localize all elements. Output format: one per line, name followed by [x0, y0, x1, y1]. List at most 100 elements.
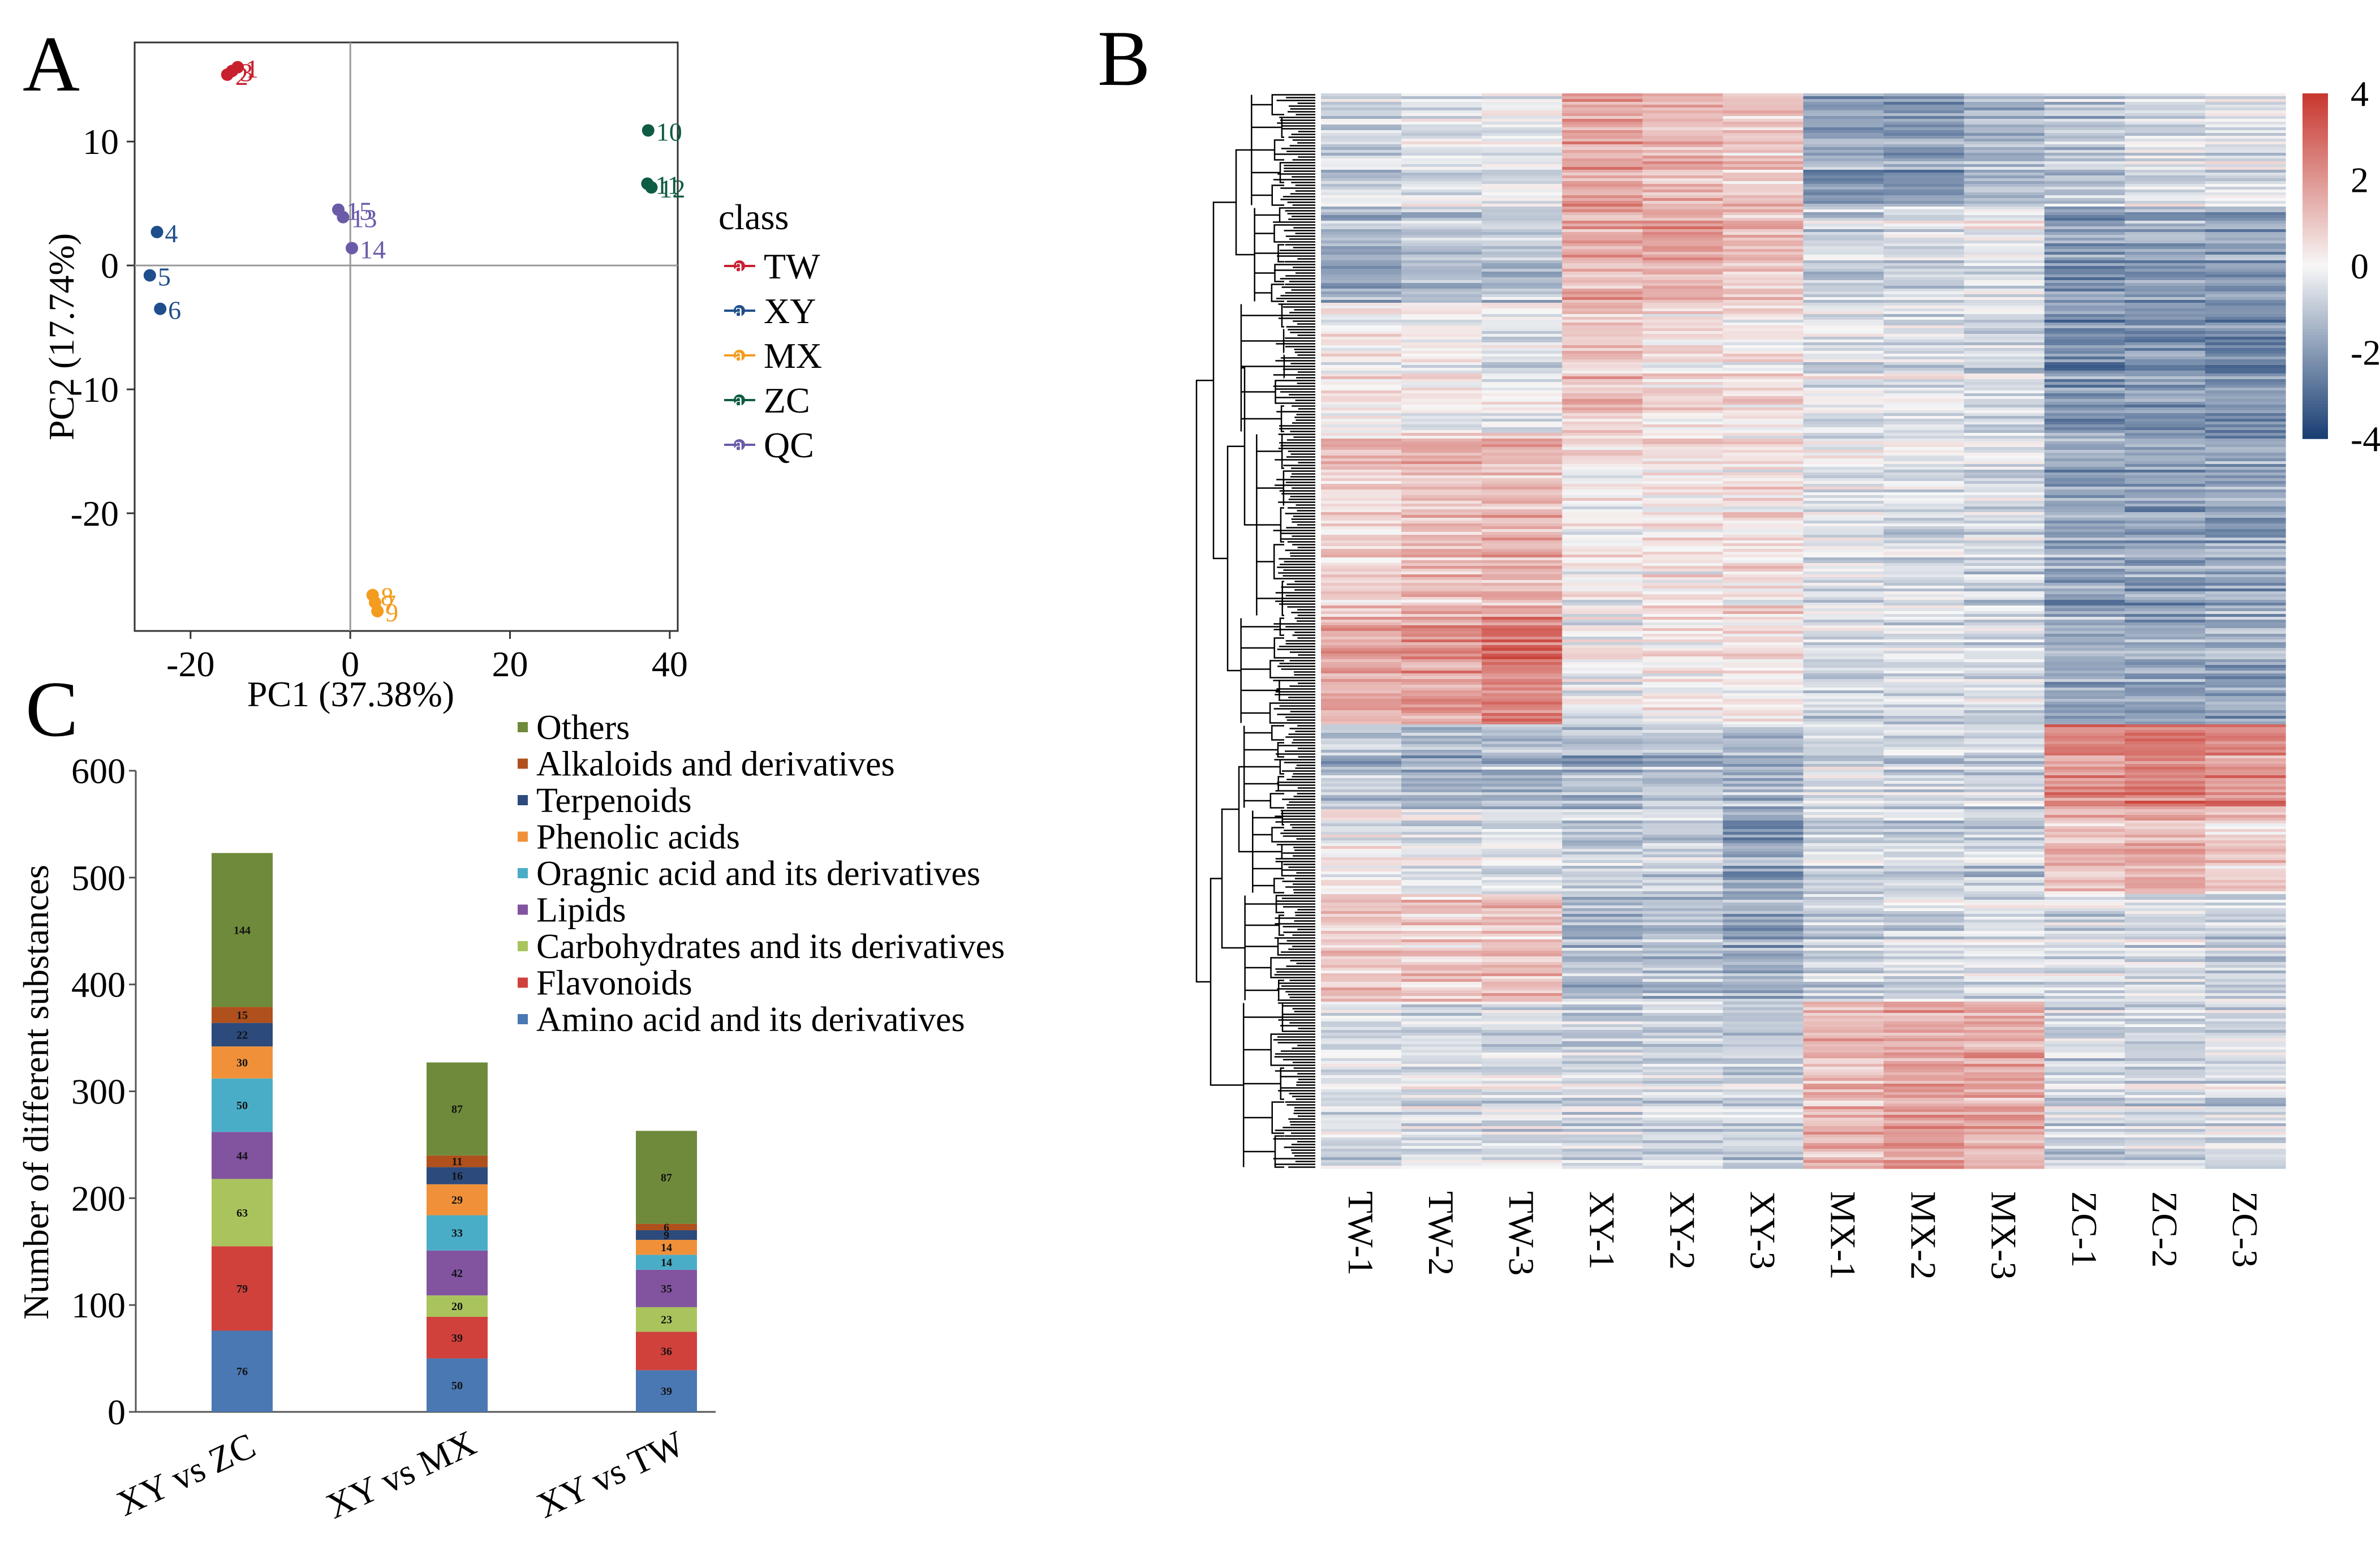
heatmap-cell	[2124, 954, 2206, 957]
pca-x-tick-label: -20	[166, 644, 214, 684]
heatmap-cell	[1642, 342, 1724, 346]
heatmap-cell	[2044, 130, 2125, 134]
heatmap-cell	[1803, 617, 1884, 620]
heatmap-cell	[1883, 170, 1965, 173]
heatmap-cell	[2205, 673, 2286, 677]
heatmap-cell	[2205, 461, 2286, 465]
heatmap-cell	[1723, 730, 1804, 733]
heatmap-cell	[1723, 345, 1804, 349]
heatmap-cell	[1482, 272, 1563, 275]
heatmap-cell	[1482, 854, 1563, 858]
heatmap-cell	[1964, 990, 2045, 994]
heatmap-cell	[1964, 982, 2045, 985]
heatmap-cell	[2044, 900, 2125, 903]
heatmap-cell	[1562, 951, 1643, 954]
heatmap-cell	[1482, 1019, 1563, 1022]
heatmap-cell	[1482, 484, 1563, 487]
heatmap-cell	[2205, 453, 2286, 456]
heatmap-cell	[1321, 942, 1402, 946]
heatmap-cell	[1883, 340, 1965, 343]
heatmap-cell	[1401, 141, 1482, 145]
heatmap-cell	[1401, 1081, 1482, 1084]
heatmap-cell	[1562, 809, 1643, 813]
heatmap-cell	[1482, 1166, 1563, 1169]
heatmap-cell	[1562, 603, 1643, 606]
heatmap-cell	[1964, 306, 2045, 309]
heatmap-cell	[2044, 116, 2125, 119]
heatmap-cell	[1964, 147, 2045, 151]
heatmap-cell	[1964, 365, 2045, 368]
heatmap-cell	[1883, 368, 1965, 371]
heatmap-cell	[1321, 668, 1402, 671]
heatmap-cell	[1723, 1129, 1804, 1132]
heatmap-cell	[2205, 1166, 2286, 1169]
heatmap-cell	[2124, 1106, 2206, 1110]
heatmap-cell	[1642, 509, 1724, 513]
heatmap-cell	[1803, 413, 1884, 416]
heatmap-cell	[1803, 798, 1884, 801]
colorbar-segment	[2302, 389, 2328, 393]
heatmap-cell	[1321, 1118, 1402, 1121]
heatmap-cell	[1482, 747, 1563, 750]
heatmap-cell	[1401, 153, 1482, 156]
heatmap-cell	[1883, 337, 1965, 340]
heatmap-cell	[2205, 376, 2286, 380]
heatmap-cell	[1642, 775, 1724, 779]
bar-segment-label: 87	[661, 1172, 672, 1184]
heatmap-cell	[1723, 560, 1804, 564]
heatmap-cell	[2205, 334, 2286, 337]
heatmap-cell	[2205, 427, 2286, 431]
heatmap-cell	[1562, 232, 1643, 235]
heatmap-cell	[1321, 156, 1402, 159]
heatmap-cell	[1401, 1143, 1482, 1146]
heatmap-cell	[2124, 170, 2206, 173]
heatmap-cell	[2205, 1036, 2286, 1039]
heatmap-cell	[1562, 738, 1643, 742]
heatmap-cell	[2205, 153, 2286, 156]
heatmap-cell	[1321, 591, 1402, 595]
heatmap-cell	[1803, 840, 1884, 844]
heatmap-cell	[1562, 538, 1643, 541]
heatmap-cell	[1562, 854, 1643, 858]
heatmap-cell	[1562, 1087, 1643, 1090]
heatmap-cell	[1642, 419, 1724, 422]
heatmap-cell	[1803, 297, 1884, 300]
heatmap-cell	[1883, 320, 1965, 323]
heatmap-cell	[1723, 1061, 1804, 1064]
heatmap-cell	[1321, 911, 1402, 914]
heatmap-cell	[1482, 560, 1563, 564]
heatmap-cell	[1562, 1047, 1643, 1050]
heatmap-cell	[1964, 713, 2045, 716]
heatmap-cell	[2205, 651, 2286, 654]
heatmap-cell	[1642, 436, 1724, 439]
heatmap-cell	[1562, 402, 1643, 405]
heatmap-cell	[2205, 150, 2286, 153]
heatmap-cell	[2205, 555, 2286, 558]
heatmap-cell	[1482, 750, 1563, 753]
heatmap-cell	[1723, 139, 1804, 142]
heatmap-cell	[1642, 1072, 1724, 1076]
heatmap-cell	[1562, 832, 1643, 835]
heatmap-cell	[1642, 914, 1724, 917]
heatmap-cell	[2124, 1163, 2206, 1166]
heatmap-cell	[2205, 962, 2286, 965]
heatmap-cell	[1723, 144, 1804, 148]
pca-legend-title: class	[718, 197, 789, 237]
colorbar-segment	[2302, 110, 2328, 114]
heatmap-cell	[2124, 342, 2206, 346]
heatmap-cell	[1642, 560, 1724, 564]
heatmap-cell	[2044, 617, 2125, 620]
heatmap-cell	[1803, 243, 1884, 247]
heatmap-cell	[2205, 668, 2286, 671]
heatmap-cell	[1562, 345, 1643, 349]
heatmap-cell	[1401, 880, 1482, 883]
heatmap-cell	[1642, 620, 1724, 623]
colorbar-segment	[2302, 386, 2328, 390]
heatmap-cell	[2205, 625, 2286, 629]
heatmap-cell	[1321, 272, 1402, 275]
heatmap-cell	[1964, 1095, 2045, 1098]
heatmap-cell	[2124, 385, 2206, 388]
heatmap-cell	[2044, 297, 2125, 300]
heatmap-cell	[1482, 744, 1563, 748]
heatmap-cell	[1482, 719, 1563, 722]
